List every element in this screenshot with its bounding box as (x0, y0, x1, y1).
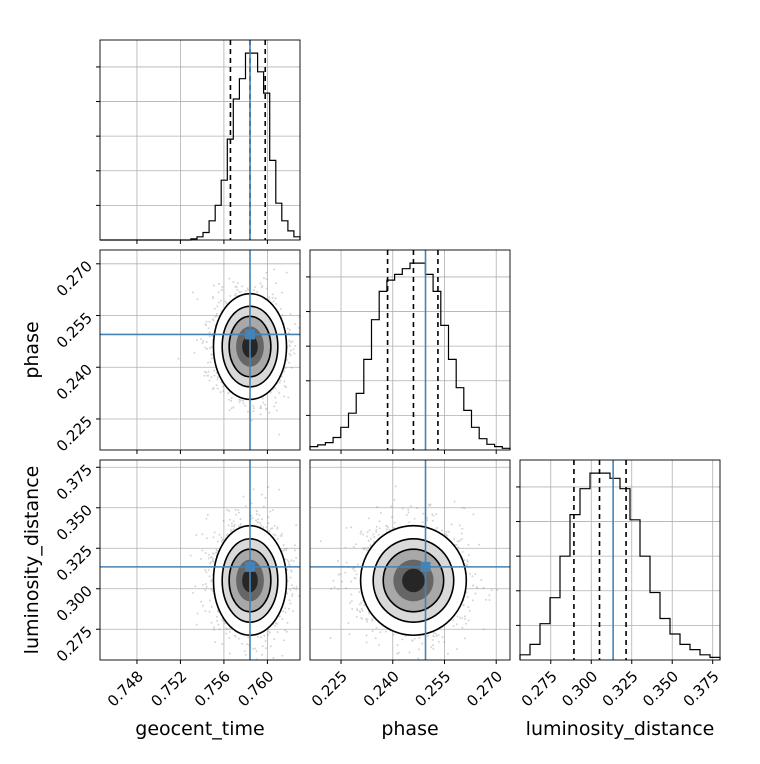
x-tick-label-luminosity_distance: 0.350 (639, 667, 682, 710)
x-axis-label-geocent_time: geocent_time (135, 718, 264, 740)
y-tick-label-phase: 0.225 (53, 412, 96, 455)
panel-frame (519, 459, 721, 661)
x-tick-label-phase: 0.240 (360, 667, 403, 710)
panel-content (310, 460, 510, 660)
x-tick-label-phase: 0.225 (308, 667, 351, 710)
y-axis-label-luminosity_distance: luminosity_distance (21, 466, 43, 655)
x-tick-label-geocent_time: 0.748 (104, 667, 147, 710)
y-axis-label-phase: phase (21, 321, 43, 378)
truth-marker (245, 561, 255, 572)
y-tick-label-luminosity_distance: 0.300 (53, 582, 96, 625)
histogram-luminosity_distance (519, 472, 721, 660)
x-axis-label-phase: phase (381, 718, 438, 740)
y-tick-label-luminosity_distance: 0.325 (53, 542, 96, 585)
truth-marker (245, 329, 255, 340)
x-tick-label-phase: 0.255 (411, 667, 454, 710)
panel-frame (99, 459, 301, 661)
y-tick-label-luminosity_distance: 0.350 (53, 501, 96, 544)
panel-bg (310, 250, 510, 450)
x-tick-label-luminosity_distance: 0.375 (680, 667, 723, 710)
x-tick-label-luminosity_distance: 0.275 (518, 667, 561, 710)
panel-content (100, 250, 300, 450)
y-tick-label-phase: 0.255 (53, 309, 96, 352)
panel-bg (100, 40, 300, 240)
x-tick-label-geocent_time: 0.760 (234, 667, 277, 710)
y-tick-label-luminosity_distance: 0.375 (53, 461, 96, 504)
y-tick-label-phase: 0.270 (53, 257, 96, 300)
x-tick-label-phase: 0.270 (463, 667, 506, 710)
density-level-4 (402, 568, 425, 593)
panel-content (100, 460, 300, 660)
x-tick-label-geocent_time: 0.756 (191, 667, 234, 710)
x-tick-label-luminosity_distance: 0.300 (558, 667, 601, 710)
panel-geocent_time-vs-luminosity_distance (99, 459, 301, 661)
panel-frame (99, 39, 301, 241)
y-tick-label-phase: 0.240 (53, 360, 96, 403)
panel-phase-vs-luminosity_distance (309, 459, 511, 661)
panel-frame (309, 459, 511, 661)
x-tick-label-luminosity_distance: 0.325 (599, 667, 642, 710)
panel-geocent_time-vs-phase (99, 249, 301, 451)
x-tick-label-geocent_time: 0.752 (147, 667, 190, 710)
diag-panel-geocent_time (96, 39, 301, 241)
y-tick-label-luminosity_distance: 0.275 (53, 622, 96, 665)
x-axis-label-luminosity_distance: luminosity_distance (526, 718, 715, 740)
histogram-phase (309, 262, 511, 450)
panel-frame (99, 249, 301, 451)
diag-panel-luminosity_distance (516, 459, 721, 661)
diag-panel-phase (306, 249, 511, 451)
panel-frame (309, 249, 511, 451)
truth-marker (420, 561, 431, 572)
panel-bg (520, 460, 720, 660)
